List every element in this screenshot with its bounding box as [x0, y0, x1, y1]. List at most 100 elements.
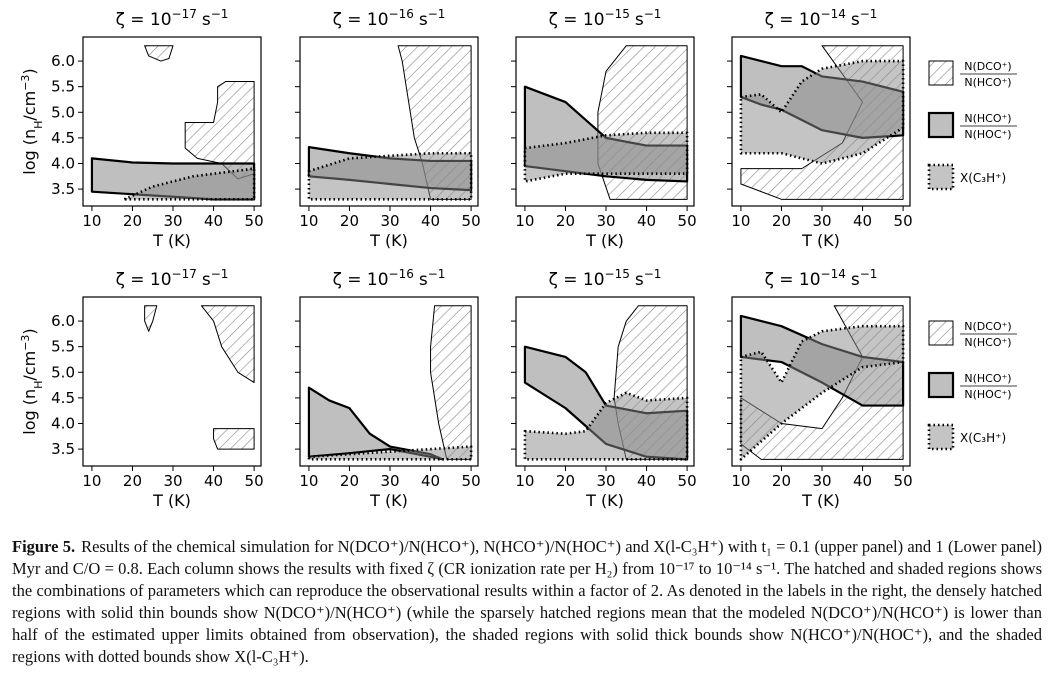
plot-area: [307, 45, 473, 201]
region: [739, 59, 905, 165]
title-exp: −17: [172, 7, 197, 21]
legend-denominator: N(HCO⁺): [964, 336, 1011, 349]
plot-area: [144, 305, 255, 450]
x-tick-label: 30: [380, 212, 399, 230]
x-tick-label: 50: [678, 212, 697, 230]
x-tick-label: 40: [853, 472, 872, 490]
region: [307, 151, 473, 201]
y-tick-label: 4.0: [51, 154, 75, 172]
x-tick-label: 40: [421, 212, 440, 230]
axes-frame: [82, 296, 262, 467]
x-tick-label: 20: [772, 472, 791, 490]
x-tick-label: 50: [462, 472, 481, 490]
title-exp: −16: [389, 7, 414, 21]
x-tick-label: 20: [123, 212, 142, 230]
legend-numerator: N(HCO⁺): [964, 372, 1011, 385]
title-exp: −16: [389, 267, 414, 281]
region: [430, 305, 472, 460]
region: [200, 305, 255, 384]
x-tick-label: 40: [637, 212, 656, 230]
plot-area: [90, 45, 256, 201]
title-unit-exp: −1: [644, 267, 662, 281]
y-axis-label-part: /cm: [20, 351, 39, 381]
region: [184, 81, 255, 180]
x-tick-label: 50: [894, 472, 913, 490]
title-unit: s: [202, 10, 211, 30]
legend-swatch: [927, 163, 955, 191]
y-tick-label: 6.0: [51, 52, 75, 70]
title-unit: s: [419, 270, 428, 290]
y-axis-label-part: /cm: [20, 91, 39, 121]
x-axis-label: T (K): [152, 491, 191, 510]
y-tick-label: 5.0: [51, 363, 75, 381]
title-exp: −14: [821, 267, 846, 281]
panel-title: ζ = 10−17 s−1: [116, 7, 229, 30]
y-axis-label-part: H: [32, 381, 45, 389]
axes-frame: [731, 296, 911, 467]
legend-denominator: N(HOC⁺): [964, 388, 1011, 401]
y-axis-label: log (nH/cm−3): [19, 68, 45, 174]
y-tick-label: 5.5: [51, 78, 75, 96]
title-unit-exp: −1: [860, 267, 878, 281]
x-tick-label: 30: [163, 212, 182, 230]
y-tick-label: 4.0: [51, 414, 75, 432]
y-tick-label: 3.5: [51, 180, 75, 198]
x-axis-label: T (K): [369, 231, 408, 250]
region: [144, 45, 174, 62]
x-tick-label: 10: [515, 212, 534, 230]
x-tick-label: 20: [340, 472, 359, 490]
panel-title: ζ = 10−15 s−1: [549, 7, 662, 30]
panel-title: ζ = 10−16 s−1: [333, 7, 446, 30]
x-axis-label: T (K): [801, 491, 840, 510]
legend-label: X(C₃H⁺): [960, 171, 1006, 185]
y-axis-label-part: ): [20, 68, 39, 74]
x-tick-label: 40: [204, 472, 223, 490]
region: [144, 305, 158, 332]
legend-label: X(C₃H⁺): [960, 431, 1006, 445]
title-unit: s: [419, 10, 428, 30]
legend-swatch: [928, 60, 954, 86]
region: [307, 445, 473, 461]
y-tick-label: 5.0: [51, 103, 75, 121]
title-exp: −15: [605, 267, 630, 281]
x-tick-label: 30: [812, 472, 831, 490]
title-base: ζ = 10: [333, 10, 389, 30]
x-tick-label: 40: [637, 472, 656, 490]
plot-area: [307, 305, 473, 461]
title-base: ζ = 10: [116, 270, 172, 290]
x-tick-label: 10: [515, 472, 534, 490]
title-exp: −15: [605, 7, 630, 21]
x-tick-label: 20: [556, 212, 575, 230]
x-tick-label: 10: [82, 472, 101, 490]
y-tick-label: 5.5: [51, 338, 75, 356]
x-tick-label: 50: [245, 212, 264, 230]
title-base: ζ = 10: [765, 270, 821, 290]
x-tick-label: 30: [596, 212, 615, 230]
title-base: ζ = 10: [116, 10, 172, 30]
y-axis-label-part: −3: [19, 75, 32, 91]
x-tick-label: 30: [596, 472, 615, 490]
panel-title: ζ = 10−14 s−1: [765, 7, 878, 30]
legend-numerator: N(DCO⁺): [964, 60, 1011, 73]
title-unit: s: [635, 270, 644, 290]
legend-swatch: [927, 111, 955, 139]
x-tick-label: 30: [812, 212, 831, 230]
legend-denominator: N(HCO⁺): [964, 76, 1011, 89]
title-unit-exp: −1: [644, 7, 662, 21]
figure: 10 20 30 40 50 3.5 4.0 4.5 5.0 5.5 6.0 T (K) log (nH…: [19, 7, 1017, 510]
y-tick-label: 3.5: [51, 440, 75, 458]
legend-numerator: N(DCO⁺): [964, 320, 1011, 333]
caption: Figure 5. Results of the chemical simulat…: [12, 536, 1042, 668]
title-exp: −17: [172, 267, 197, 281]
axes-frame: [82, 36, 262, 207]
y-tick-label: 4.5: [51, 389, 75, 407]
region: [523, 131, 689, 183]
x-tick-label: 10: [299, 472, 318, 490]
title-base: ζ = 10: [333, 270, 389, 290]
x-axis-label: T (K): [585, 491, 624, 510]
panel-title: ζ = 10−14 s−1: [765, 267, 878, 290]
y-axis-label-part: log (n: [20, 389, 39, 435]
title-base: ζ = 10: [549, 270, 605, 290]
legend-numerator: N(HCO⁺): [964, 112, 1011, 125]
